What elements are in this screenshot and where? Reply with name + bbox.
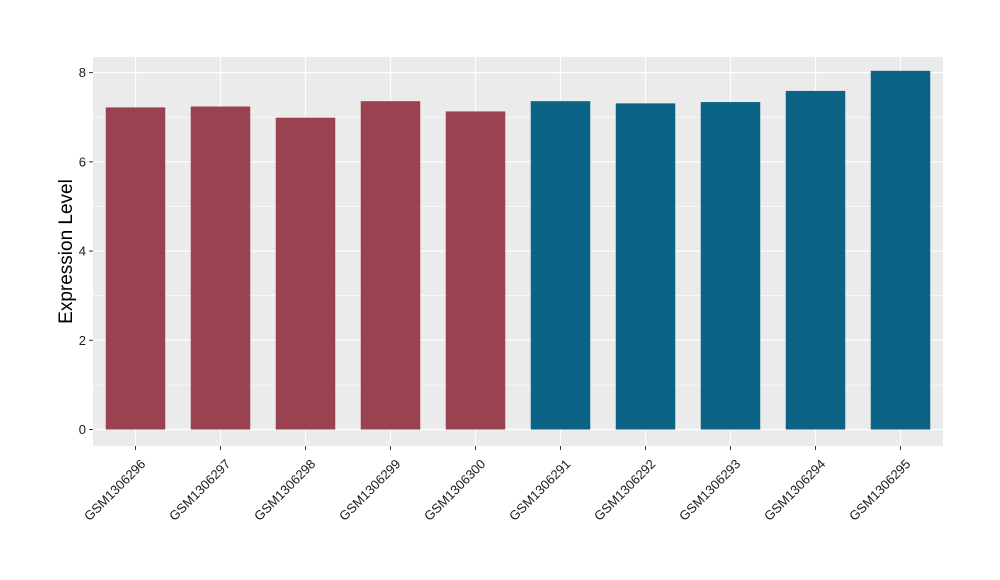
bar-GSM1306292 <box>615 103 676 430</box>
x-tick-label: GSM1306296 <box>81 456 148 523</box>
x-axis: GSM1306296 GSM1306297 GSM1306298 GSM1306299… <box>81 446 913 524</box>
y-tick-label: 0 <box>79 422 86 437</box>
bar-GSM1306297 <box>190 106 251 430</box>
x-tick-label: GSM1306294 <box>761 456 828 523</box>
bar-GSM1306295 <box>870 70 931 430</box>
bar-GSM1306300 <box>445 111 506 430</box>
x-tick-label: GSM1306298 <box>251 456 318 523</box>
x-tick-label: GSM1306300 <box>421 456 488 523</box>
x-tick-label: GSM1306293 <box>676 456 743 523</box>
y-tick-label: 6 <box>79 154 86 169</box>
bar-GSM1306299 <box>360 101 421 430</box>
bar-GSM1306293 <box>700 102 761 430</box>
bar-GSM1306298 <box>275 117 336 430</box>
y-tick-label: 4 <box>79 244 86 259</box>
x-tick-label: GSM1306292 <box>591 456 658 523</box>
x-tick-label: GSM1306295 <box>846 456 913 523</box>
x-tick-label: GSM1306299 <box>336 456 403 523</box>
bar-GSM1306291 <box>530 101 591 430</box>
bars <box>105 70 931 430</box>
x-tick-label: GSM1306297 <box>166 456 233 523</box>
y-tick-label: 8 <box>79 65 86 80</box>
bar-GSM1306296 <box>105 107 166 430</box>
x-tick-label: GSM1306291 <box>506 456 573 523</box>
y-axis-title: Expression Level <box>56 179 77 324</box>
y-axis: 0 2 4 6 8 <box>79 65 93 437</box>
bar-GSM1306294 <box>785 90 846 430</box>
y-tick-label: 2 <box>79 333 86 348</box>
